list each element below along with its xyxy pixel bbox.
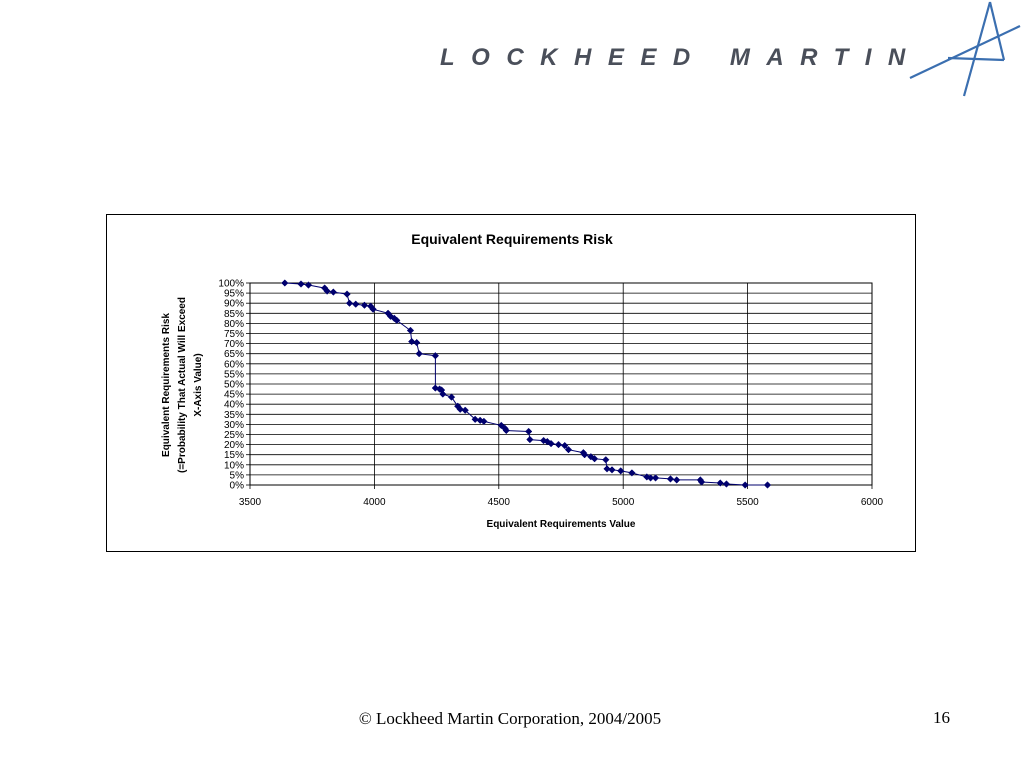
data-point: [431, 384, 440, 392]
y-tick-label: 95%: [224, 289, 244, 300]
y-tick-label: 5%: [230, 470, 245, 481]
x-tick-label: 3500: [239, 497, 262, 508]
data-point: [343, 290, 351, 298]
data-point: [580, 451, 589, 459]
data-point: [447, 393, 456, 401]
y-tick-label: 15%: [224, 450, 244, 461]
data-point: [345, 299, 354, 307]
x-tick-label: 6000: [861, 497, 884, 508]
data-point: [722, 480, 731, 488]
data-point: [461, 406, 469, 414]
data-point: [587, 453, 595, 461]
data-point: [561, 441, 569, 450]
data-points: [281, 279, 772, 489]
data-point: [323, 287, 331, 295]
x-axis-label: Equivalent Requirements Value: [487, 519, 636, 530]
y-tick-label: 25%: [224, 430, 244, 441]
data-point: [617, 467, 625, 475]
y-tick-label: 45%: [224, 390, 244, 401]
lockheed-martin-star-icon: [909, 1, 1021, 97]
y-tick-label: 50%: [224, 380, 244, 391]
y-tick-label: 20%: [224, 440, 244, 451]
data-point: [697, 478, 706, 486]
y-tick-label: 80%: [224, 319, 244, 330]
y-tick-label: 85%: [224, 309, 244, 320]
chart-svg: Equivalent Requirements Risk 0%5%10%15%2…: [161, 231, 884, 530]
data-point: [281, 279, 289, 287]
data-point: [741, 481, 749, 489]
footer-copyright: © Lockheed Martin Corporation, 2004/2005: [358, 709, 662, 728]
data-point: [439, 390, 447, 398]
data-point: [590, 455, 599, 463]
y-tick-label: 60%: [224, 359, 244, 370]
data-point: [360, 301, 369, 309]
data-point: [666, 475, 675, 483]
data-point: [564, 445, 573, 454]
data-point: [628, 469, 636, 477]
chart-title: Equivalent Requirements Risk: [411, 231, 613, 247]
y-axis-tick-labels: 0%5%10%15%20%25%30%35%40%45%50%55%60%65%…: [218, 279, 244, 492]
x-tick-label: 4500: [488, 497, 511, 508]
data-point: [526, 435, 534, 444]
y-tick-label: 0%: [230, 481, 245, 492]
horizontal-gridlines: [246, 282, 872, 486]
data-point: [297, 280, 305, 288]
x-tick-label: 5500: [736, 497, 759, 508]
chart-container: Equivalent Requirements Risk 0% 5% 10% 15% 2…: [106, 214, 916, 552]
y-tick-label: 40%: [224, 400, 244, 411]
data-point: [329, 288, 338, 296]
data-point: [456, 405, 464, 413]
data-point: [763, 481, 772, 489]
y-tick-label: 75%: [224, 329, 244, 340]
y-tick-label: 55%: [224, 369, 244, 380]
data-point: [673, 476, 681, 484]
data-point: [547, 439, 555, 448]
data-point: [431, 352, 440, 360]
data-point: [471, 415, 479, 424]
data-point: [415, 350, 423, 358]
data-point: [497, 421, 505, 430]
data-point: [603, 465, 611, 473]
data-point: [393, 316, 401, 325]
x-axis-tick-labels: 3500 4000 4500 5000 5500 6000: [239, 497, 884, 508]
y-axis-label-line-3: X-Axis Value): [193, 353, 204, 416]
company-logo-text: LOCKHEED MARTIN: [440, 44, 922, 71]
data-point: [502, 426, 510, 435]
data-point: [651, 474, 660, 482]
data-point: [554, 440, 563, 449]
y-tick-label: 30%: [224, 420, 244, 431]
data-point: [608, 466, 616, 474]
page-number: 16: [933, 708, 950, 727]
data-point: [602, 456, 610, 464]
y-axis-label-group: Equivalent Requirements Risk (=Probabili…: [161, 297, 204, 473]
data-point: [480, 417, 488, 426]
data-point: [646, 474, 655, 482]
y-tick-label: 65%: [224, 349, 244, 360]
vertical-gridlines: [249, 283, 873, 489]
data-point: [386, 312, 395, 320]
y-tick-label: 70%: [224, 339, 244, 350]
data-point: [413, 338, 421, 347]
y-axis-label-line-1: Equivalent Requirements Risk: [161, 313, 172, 457]
x-tick-label: 4000: [363, 497, 386, 508]
data-point: [716, 479, 724, 487]
data-point: [369, 305, 377, 313]
data-point: [406, 326, 415, 335]
y-tick-label: 10%: [224, 460, 244, 471]
data-point: [408, 337, 416, 346]
x-tick-label: 5000: [612, 497, 635, 508]
data-point: [304, 281, 313, 289]
data-point: [352, 300, 360, 308]
y-tick-label: 100%: [218, 279, 244, 290]
y-axis-label-line-2: (=Probability That Actual Will Exceed: [177, 297, 188, 473]
y-tick-label: 35%: [224, 410, 244, 421]
y-tick-label: 90%: [224, 299, 244, 310]
data-point: [525, 427, 533, 436]
